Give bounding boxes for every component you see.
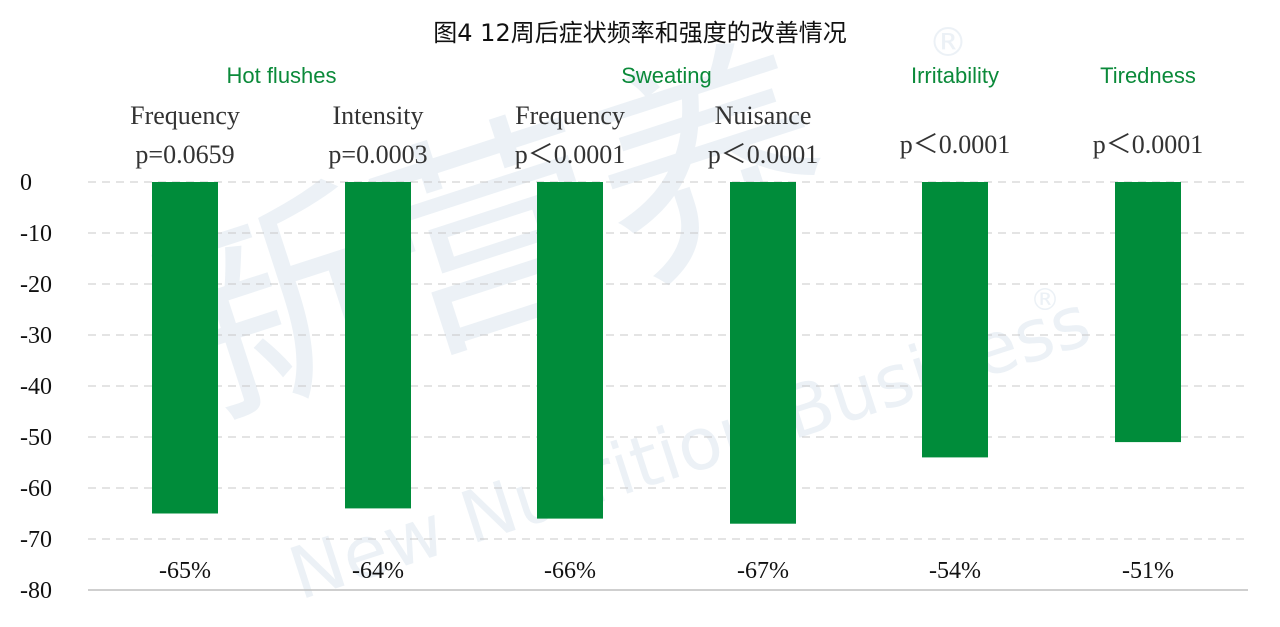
data-label: -67%: [737, 558, 789, 584]
p-value-label: p＜0.0001: [515, 140, 626, 169]
bar: [922, 182, 988, 458]
y-tick-label: -30: [20, 323, 52, 349]
bar: [152, 182, 218, 514]
category-label: Intensity: [333, 101, 424, 130]
data-label: -54%: [929, 558, 981, 584]
data-label: -65%: [159, 558, 211, 584]
p-value-label: p＜0.0001: [1093, 130, 1204, 159]
watermark-registered-mark: ®: [1030, 283, 1060, 318]
p-value-label: p＜0.0001: [708, 140, 819, 169]
p-value-label: p=0.0003: [328, 140, 427, 169]
gridlines: [88, 181, 1248, 591]
bar: [730, 182, 796, 524]
p-value-label: p＜0.0001: [900, 130, 1011, 159]
bars: [152, 182, 1181, 524]
y-tick-label: -10: [20, 221, 52, 247]
group-label: Sweating: [621, 63, 712, 88]
y-tick-label: -20: [20, 272, 52, 298]
category-label: Frequency: [130, 101, 240, 130]
y-tick-label: -60: [20, 476, 52, 502]
y-tick-label: -80: [20, 578, 52, 604]
watermark-registered-mark: ®: [928, 20, 968, 66]
group-label: Hot flushes: [226, 63, 336, 88]
data-label: -66%: [544, 558, 596, 584]
bar: [1115, 182, 1181, 443]
y-tick-label: -40: [20, 374, 52, 400]
y-tick-label: 0: [20, 170, 32, 196]
category-label: Nuisance: [715, 101, 812, 130]
group-label: Tiredness: [1100, 63, 1196, 88]
y-tick-label: -50: [20, 425, 52, 451]
data-label: -51%: [1122, 558, 1174, 584]
chart-title: 图4 12周后症状频率和强度的改善情况: [433, 19, 846, 47]
group-label: Irritability: [911, 63, 999, 88]
bar: [537, 182, 603, 519]
data-label: -64%: [352, 558, 404, 584]
p-value-label: p=0.0659: [135, 140, 234, 169]
category-label: Frequency: [515, 101, 625, 130]
y-tick-label: -70: [20, 527, 52, 553]
labels: 图4 12周后症状频率和强度的改善情况 0 -10 -20 -30 -40 -50 -60 -7…: [20, 19, 1203, 604]
bar: [345, 182, 411, 509]
